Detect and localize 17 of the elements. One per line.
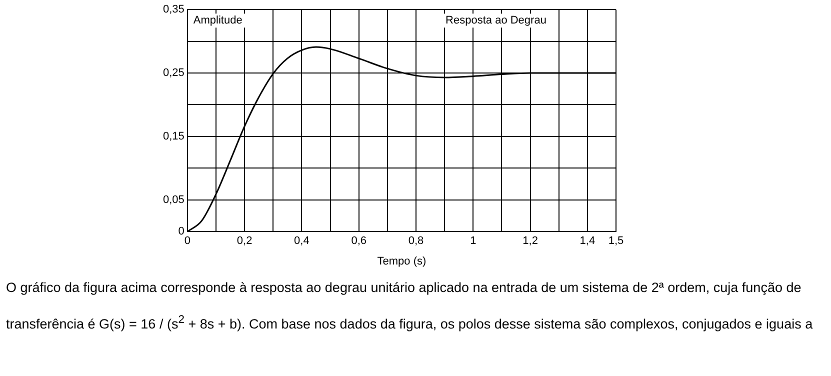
x-axis-title: Tempo (s) bbox=[377, 255, 426, 268]
y-tick-label: 0,35 bbox=[162, 4, 184, 16]
x-tick-label: 1 bbox=[470, 235, 476, 248]
y-tick-label: 0 bbox=[178, 226, 184, 238]
y-tick-label: 0,25 bbox=[162, 67, 184, 80]
x-tick-label: 0,8 bbox=[408, 235, 424, 248]
y-tick-label: 0,15 bbox=[162, 130, 184, 142]
x-tick-label: 1,5 bbox=[608, 235, 624, 248]
x-tick-label: 0,2 bbox=[236, 235, 252, 248]
x-tick-label: 1,4 bbox=[580, 235, 596, 248]
x-tick-label: 0,6 bbox=[351, 235, 366, 248]
text: Resposta ao Degrau bbox=[446, 14, 546, 27]
x-tick-label: 1,2 bbox=[522, 235, 538, 248]
text: O gráfico da figura acima corresponde à resposta ao degrau unitário aplicado na entrada de um sistema de 2ª ordem, cuja função de transferência é G(s) = 16 / (s$^{2}$ + 8s + b). Com base nos dados da figura, os polos desse sistema são complexos, conjugados e iguais a bbox=[6, 280, 813, 332]
x-tick-label: 0,4 bbox=[294, 235, 310, 248]
y-axis-title: Amplitude bbox=[193, 14, 242, 27]
y-tick-label: 0,05 bbox=[162, 194, 184, 206]
